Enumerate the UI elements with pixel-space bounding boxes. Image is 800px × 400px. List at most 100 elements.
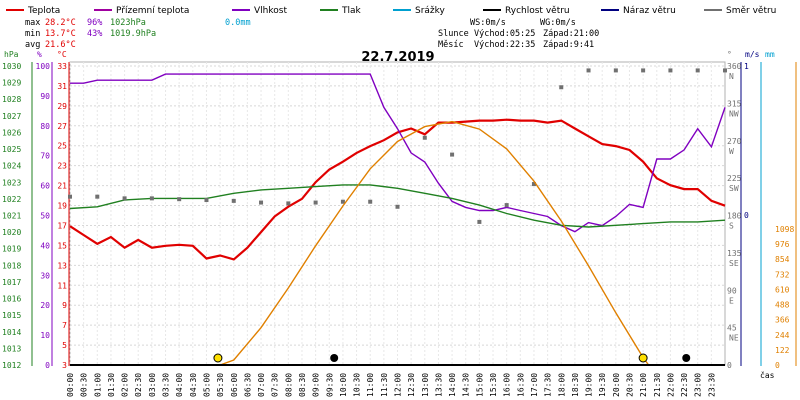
time-tick-label: 12:00 [394, 373, 403, 397]
legend-label-3: Tlak [341, 6, 362, 16]
time-tick-label: 09:30 [325, 373, 334, 397]
wind-gust: WG:0m/s [540, 18, 576, 28]
direction-tick-label: 135 [727, 249, 742, 258]
sunset-marker [638, 353, 648, 363]
direction-name-label: N [729, 72, 734, 81]
sunset-text: Západ:21:00 [543, 29, 599, 39]
time-tick-label: 03:30 [162, 373, 171, 397]
stats-avg-label: avg [25, 40, 40, 50]
time-tick-label: 06:00 [230, 373, 239, 397]
time-tick-label: 21:00 [639, 373, 648, 397]
solar-tick-label: 122 [775, 346, 790, 355]
astro-info: WS:0m/s WG:0m/s Slunce Východ:05:25 Zápa… [438, 18, 599, 50]
temp-tick-label: 11 [57, 281, 67, 290]
time-tick-label: 04:30 [189, 373, 198, 397]
temp-tick-label: 3 [62, 361, 67, 370]
direction-tick-label: 225 [727, 174, 742, 183]
axis-ticks: 3331292725232119171513119753103010291028… [2, 62, 794, 397]
temp-tick-label: 15 [57, 241, 67, 250]
direction-name-label: SE [729, 259, 739, 268]
temp-tick-label: 19 [57, 202, 67, 211]
solar-tick-label: 244 [775, 331, 790, 340]
direction-name-label: E [729, 296, 734, 305]
humidity-tick-label: 50 [40, 212, 50, 221]
humidity-tick-label: 10 [40, 331, 50, 340]
unit-deg: ° [727, 50, 732, 59]
temp-tick-label: 13 [57, 261, 67, 270]
legend-label-1: Přízemní teplota [116, 6, 189, 16]
time-tick-label: 13:30 [434, 373, 443, 397]
temp-tick-label: 31 [57, 82, 67, 91]
wind-direction-point [231, 198, 236, 203]
pressure-tick-label: 1013 [2, 344, 21, 353]
direction-tick-label: 270 [727, 137, 742, 146]
time-tick-label: 09:00 [312, 373, 321, 397]
wind-direction-point [259, 200, 264, 205]
sunrise-marker [213, 353, 223, 363]
solar-tick-label: 610 [775, 285, 790, 294]
wind-direction-point [149, 196, 154, 201]
series-line-0 [69, 118, 726, 261]
time-tick-label: 07:30 [271, 373, 280, 397]
time-tick-label: 23:00 [694, 373, 703, 397]
direction-tick-label: 0 [727, 361, 732, 370]
moonrise-text: Východ:22:35 [474, 40, 535, 50]
temp-tick-label: 33 [57, 62, 67, 71]
wind-direction-point [613, 68, 618, 73]
pressure-tick-label: 1020 [2, 228, 21, 237]
sun-label: Slunce [438, 29, 469, 39]
time-tick-label: 08:00 [284, 373, 293, 397]
time-tick-label: 22:00 [666, 373, 675, 397]
time-tick-label: 05:30 [216, 373, 225, 397]
wind-speed: WS:0m/s [470, 18, 506, 28]
wind-direction-point [559, 85, 564, 90]
temp-tick-label: 25 [57, 142, 67, 151]
direction-tick-label: 180 [727, 212, 742, 221]
pressure-tick-label: 1021 [2, 212, 21, 221]
unit-mm: mm [765, 50, 775, 59]
direction-name-label: NE [729, 334, 739, 343]
series-line-4 [219, 120, 650, 366]
temp-tick-label: 17 [57, 221, 67, 230]
wind-direction-point [723, 68, 727, 73]
pressure-tick-label: 1012 [2, 361, 21, 370]
legend-label-4: Srážky [415, 6, 446, 16]
time-tick-label: 21:30 [653, 373, 662, 397]
pressure-tick-label: 1029 [2, 79, 21, 88]
stats-avg-temp: 21.6°C [45, 40, 76, 50]
temp-tick-label: 29 [57, 102, 67, 111]
humidity-tick-label: 40 [40, 241, 50, 250]
pressure-tick-label: 1019 [2, 245, 21, 254]
unit-ms: m/s [745, 50, 760, 59]
humidity-tick-label: 0 [45, 361, 50, 370]
time-tick-label: 08:30 [298, 373, 307, 397]
pressure-tick-label: 1022 [2, 195, 21, 204]
humidity-tick-label: 90 [40, 92, 50, 101]
stats-precip: 0.0mm [225, 18, 251, 28]
wind-direction-point [340, 199, 345, 204]
moon-label: Měsíc [438, 40, 464, 50]
temp-tick-label: 21 [57, 182, 67, 191]
legend-label-7: Směr větru [726, 6, 776, 16]
temp-tick-label: 5 [62, 341, 67, 350]
time-tick-label: 07:00 [257, 373, 266, 397]
time-tick-label: 10:00 [339, 373, 348, 397]
wind-direction-point [368, 199, 373, 204]
wind-direction-point [204, 198, 209, 203]
time-tick-label: 16:30 [516, 373, 525, 397]
stats-block: max 28.2°C 96% 1023hPa 0.0mm min 13.7°C … [25, 18, 251, 50]
time-tick-label: 05:00 [202, 373, 211, 397]
pressure-tick-label: 1023 [2, 178, 21, 187]
pressure-tick-label: 1017 [2, 278, 21, 287]
wind-direction-point [586, 68, 591, 73]
wind-direction-point [286, 201, 291, 206]
direction-tick-label: 315 [727, 99, 742, 108]
grid-lines [69, 62, 725, 366]
solar-tick-label: 366 [775, 316, 790, 325]
legend-label-5: Rychlost větru [505, 6, 570, 16]
time-tick-label: 02:00 [121, 373, 130, 397]
series-layer [68, 68, 727, 366]
solar-tick-label: 1098 [775, 225, 794, 234]
pressure-tick-label: 1028 [2, 95, 21, 104]
